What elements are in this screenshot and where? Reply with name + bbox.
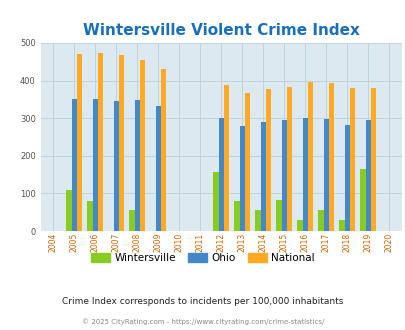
Bar [323,119,328,231]
Bar [239,126,244,231]
Bar [297,220,302,231]
Bar [87,201,92,231]
Bar [244,93,249,231]
Bar [77,54,82,231]
Bar [328,83,333,231]
Bar [213,172,218,231]
Bar [339,220,344,231]
Bar [344,125,349,231]
Legend: Wintersville, Ohio, National: Wintersville, Ohio, National [87,248,318,267]
Bar [349,88,354,231]
Bar [223,85,228,231]
Text: © 2025 CityRating.com - https://www.cityrating.com/crime-statistics/: © 2025 CityRating.com - https://www.city… [82,318,323,325]
Bar [307,82,312,231]
Bar [370,88,375,231]
Bar [365,120,370,231]
Bar [66,190,71,231]
Bar [119,55,124,231]
Bar [234,201,239,231]
Bar [302,118,307,231]
Bar [155,106,160,231]
Text: Crime Index corresponds to incidents per 100,000 inhabitants: Crime Index corresponds to incidents per… [62,297,343,307]
Bar [139,60,145,231]
Bar [286,87,292,231]
Bar [281,120,286,231]
Bar [113,101,119,231]
Bar [98,53,103,231]
Bar [255,210,260,231]
Bar [260,122,265,231]
Bar [92,99,98,231]
Bar [134,100,139,231]
Bar [265,89,271,231]
Title: Wintersville Violent Crime Index: Wintersville Violent Crime Index [83,22,359,38]
Bar [276,200,281,231]
Bar [218,118,223,231]
Bar [160,69,166,231]
Bar [360,169,365,231]
Bar [318,210,323,231]
Bar [129,210,134,231]
Bar [71,99,77,231]
